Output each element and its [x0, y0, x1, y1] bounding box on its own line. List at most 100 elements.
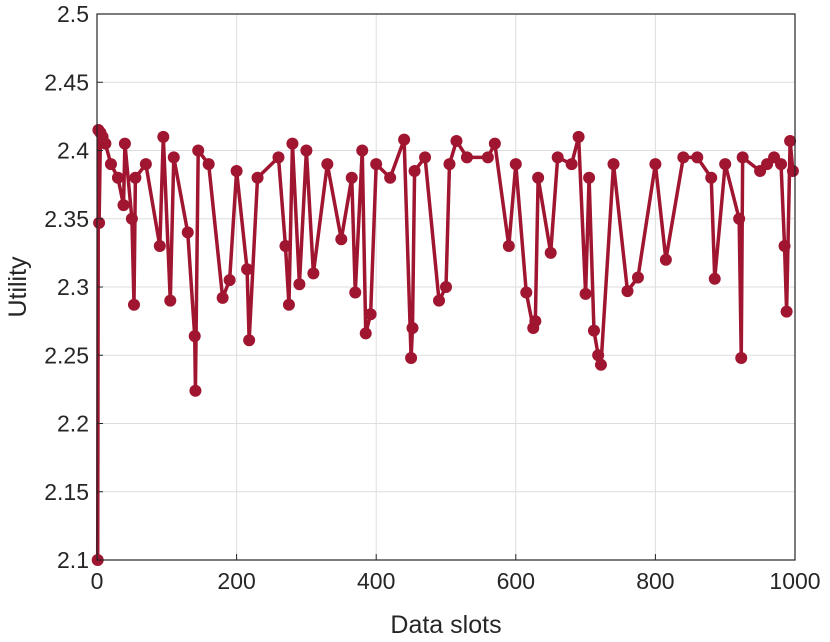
- data-point: [450, 134, 463, 147]
- data-point: [775, 158, 788, 171]
- data-point: [321, 158, 334, 171]
- data-point: [443, 158, 456, 171]
- data-point: [520, 286, 533, 299]
- data-point: [192, 144, 205, 157]
- y-tick-label: 2.45: [44, 69, 89, 95]
- data-point: [335, 233, 348, 246]
- data-point: [345, 171, 358, 184]
- data-point: [384, 171, 397, 184]
- data-point: [659, 253, 672, 266]
- data-point: [202, 158, 215, 171]
- data-point: [251, 171, 264, 184]
- data-point: [188, 330, 201, 343]
- data-point: [677, 151, 690, 164]
- data-point: [370, 158, 383, 171]
- x-tick-label: 400: [357, 568, 395, 594]
- x-tick-label: 0: [91, 568, 104, 594]
- data-point: [279, 240, 292, 253]
- data-point: [230, 164, 243, 177]
- data-point: [241, 263, 254, 276]
- data-point: [408, 164, 421, 177]
- data-point: [509, 158, 522, 171]
- data-point: [125, 212, 138, 225]
- x-tick-label: 200: [217, 568, 255, 594]
- y-tick-label: 2.4: [57, 138, 89, 164]
- data-point: [583, 171, 596, 184]
- data-point: [780, 305, 793, 318]
- data-point: [104, 158, 117, 171]
- data-point: [433, 294, 446, 307]
- data-point: [129, 171, 142, 184]
- data-point: [99, 137, 112, 150]
- data-point: [216, 291, 229, 304]
- data-point: [118, 137, 131, 150]
- data-point: [488, 137, 501, 150]
- data-point: [719, 158, 732, 171]
- series-layer: [91, 124, 799, 566]
- data-point: [649, 158, 662, 171]
- data-point: [551, 151, 564, 164]
- data-point: [189, 384, 202, 397]
- data-point: [127, 298, 140, 311]
- data-point: [631, 271, 644, 284]
- data-point: [364, 308, 377, 321]
- data-point: [544, 246, 557, 259]
- data-point: [529, 315, 542, 328]
- data-point: [778, 240, 791, 253]
- data-point: [691, 151, 704, 164]
- data-point: [705, 171, 718, 184]
- data-point: [356, 144, 369, 157]
- data-point: [349, 286, 362, 299]
- data-point: [153, 240, 166, 253]
- data-point: [181, 226, 194, 239]
- data-point: [359, 327, 372, 340]
- data-point: [708, 272, 721, 285]
- data-point: [572, 130, 585, 143]
- data-point: [167, 151, 180, 164]
- data-point: [587, 324, 600, 337]
- y-tick-label: 2.35: [44, 206, 89, 232]
- x-axis-title: Data slots: [390, 611, 501, 639]
- data-point: [282, 298, 295, 311]
- data-point: [243, 334, 256, 347]
- x-tick-label: 800: [636, 568, 674, 594]
- y-tick-label: 2.3: [57, 274, 89, 300]
- data-point: [594, 358, 607, 371]
- data-point: [139, 158, 152, 171]
- data-point: [565, 158, 578, 171]
- data-point: [736, 151, 749, 164]
- data-point: [300, 144, 313, 157]
- data-point: [784, 134, 797, 147]
- data-point: [735, 351, 748, 364]
- data-point: [460, 151, 473, 164]
- data-point: [405, 351, 418, 364]
- data-point: [293, 278, 306, 291]
- y-tick-label: 2.1: [57, 547, 89, 573]
- data-point: [307, 267, 320, 280]
- data-point: [272, 151, 285, 164]
- series-line: [95, 128, 795, 561]
- data-point: [592, 349, 605, 362]
- data-point: [93, 216, 106, 229]
- data-point: [786, 164, 799, 177]
- data-point: [157, 130, 170, 143]
- ticks: 0 200 400 600 800 1000 2.1 2.15 2.2 2.25 2.3 2.35 2.…: [44, 1, 820, 594]
- data-point: [111, 171, 124, 184]
- y-axis-title: Utility: [4, 256, 32, 318]
- data-point: [579, 287, 592, 300]
- y-tick-label: 2.5: [57, 1, 89, 27]
- data-point: [502, 240, 515, 253]
- data-point: [532, 171, 545, 184]
- data-point: [419, 151, 432, 164]
- y-tick-label: 2.25: [44, 342, 89, 368]
- data-point: [440, 281, 452, 293]
- data-point: [286, 137, 299, 150]
- data-point: [733, 212, 746, 225]
- data-point: [621, 285, 634, 298]
- x-tick-label: 1000: [769, 568, 820, 594]
- x-tick-label: 600: [497, 568, 535, 594]
- data-point: [398, 133, 411, 146]
- data-point: [164, 294, 177, 307]
- y-tick-label: 2.2: [57, 411, 89, 437]
